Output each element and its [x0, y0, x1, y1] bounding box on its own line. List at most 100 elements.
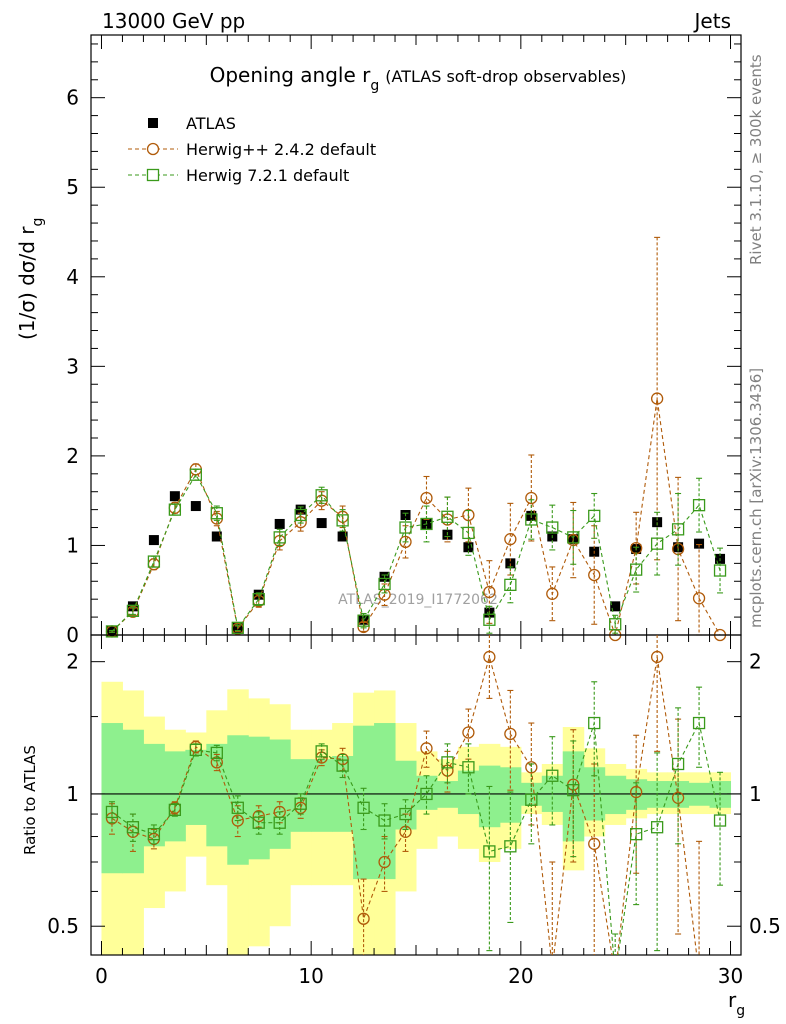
ratio-axes: 0.5 0.51 12 20 10 20 30 [47, 634, 781, 988]
legend-marker-herwigpp [146, 142, 160, 156]
data-point-atlas [316, 518, 327, 529]
data-point-herwig-7-2-1-default [399, 807, 412, 821]
data-point-herwig-7-2-1-default [462, 526, 475, 540]
data-point-herwig-7-2-1-default [231, 801, 244, 814]
data-point-herwig-7-2-1-default [483, 613, 496, 626]
data-point-herwig-7-2-1-default [252, 593, 265, 606]
ratio-band-inner [604, 775, 627, 815]
data-point-herwig-7-2-1-default [126, 604, 140, 617]
ratio-band-inner [248, 736, 270, 860]
rivet-version-label: Rivet 3.1.10, ≥ 300k events [747, 54, 765, 265]
data-point-atlas [169, 491, 180, 502]
data-point-herwig-7-2-1-default [713, 814, 727, 827]
data-point-herwig-7-2-1-default [336, 514, 349, 527]
data-point-herwig-7-2-1-default [378, 577, 391, 591]
ratio-band-inner [478, 765, 501, 828]
legend-label-herwigpp: Herwig++ 2.4.2 default [186, 140, 376, 159]
data-point-herwig-7-2-1-default [105, 625, 119, 638]
data-point-herwig-7-2-1-default [567, 531, 580, 544]
y-tick-label: 1 [66, 533, 79, 557]
data-point-herwig-2-4-2-default [483, 650, 496, 664]
legend-label-atlas: ATLAS [186, 114, 236, 133]
y-tick-label: 3 [66, 354, 79, 378]
data-point-herwig-7-2-1-default [630, 828, 643, 841]
data-point-herwig-7-2-1-default [671, 523, 685, 536]
data-point-herwig-2-4-2-default [462, 508, 475, 522]
ratio-band-inner [311, 759, 333, 832]
data-point-atlas [274, 518, 285, 529]
y-tick-label: 5 [66, 175, 79, 199]
data-point-herwig-7-2-1-default [294, 797, 307, 810]
data-point-atlas [652, 517, 663, 528]
series-line-herwig-2-4-2-default [111, 398, 721, 635]
data-point-atlas [190, 501, 201, 512]
data-point-herwig-7-2-1-default [671, 757, 685, 771]
data-point-herwig-7-2-1-default [650, 821, 664, 834]
x-axis-title: rg [728, 988, 745, 1019]
data-point-herwig-7-2-1-default [231, 621, 244, 634]
ratio-y-axis-title: Ratio to ATLAS [21, 745, 39, 855]
data-point-herwig-7-2-1-default [252, 816, 265, 829]
data-point-herwig-7-2-1-default [630, 563, 643, 576]
data-point-herwig-7-2-1-default [315, 745, 328, 758]
data-point-herwig-2-4-2-default [525, 761, 538, 774]
data-point-herwig-7-2-1-default [189, 468, 202, 481]
ratio-band-inner [101, 723, 123, 874]
data-point-herwig-7-2-1-default [147, 828, 161, 841]
data-point-herwig-7-2-1-default [357, 801, 370, 814]
data-point-herwig-7-2-1-default [168, 503, 182, 516]
y-tick-label: 0.5 [47, 914, 79, 938]
data-point-herwig-7-2-1-default [189, 743, 202, 756]
data-point-herwig-7-2-1-default [692, 716, 706, 730]
data-point-herwig-7-2-1-default [441, 510, 454, 523]
data-point-herwig-2-4-2-default [483, 585, 496, 599]
data-point-herwig-2-4-2-default [504, 533, 517, 546]
legend-marker-herwig7 [146, 168, 160, 182]
data-point-herwig-2-4-2-default [588, 568, 601, 582]
main-y-axis-title: (1/σ) dσ/d rg [15, 218, 46, 340]
header-right: Jets [693, 9, 731, 33]
ratio-band-inner [164, 751, 186, 842]
y-tick-label: 0 [66, 623, 79, 647]
data-point-herwig-7-2-1-default [609, 618, 622, 631]
data-point-atlas [610, 601, 621, 612]
data-point-herwig-7-2-1-default [210, 507, 223, 520]
data-point-herwig-7-2-1-default [588, 509, 601, 523]
data-point-herwig-7-2-1-default [441, 756, 454, 769]
data-point-herwig-7-2-1-default [525, 513, 538, 526]
data-point-herwig-2-4-2-default [315, 751, 328, 764]
data-point-herwig-7-2-1-default [168, 803, 182, 817]
ratio-band-inner [206, 743, 228, 847]
data-point-herwig-7-2-1-default [483, 845, 496, 858]
analysis-watermark: ATLAS_2019_I1772062 [338, 592, 498, 608]
data-point-herwig-7-2-1-default [315, 489, 328, 502]
ratio-band-inner [122, 729, 144, 874]
main-data-marks [105, 236, 727, 642]
data-point-herwig-7-2-1-default [692, 498, 706, 512]
legend-marker-atlas [148, 118, 158, 128]
x-tick-label: 0 [95, 964, 108, 988]
data-point-herwig-7-2-1-default [210, 746, 223, 760]
data-point-herwig-2-4-2-default [378, 855, 391, 869]
ratio-band-inner [185, 749, 207, 825]
ratio-band-inner [457, 770, 480, 815]
x-tick-label: 10 [298, 964, 323, 988]
data-point-atlas [211, 531, 222, 542]
data-point-herwig-7-2-1-default [462, 761, 475, 774]
data-point-herwig-7-2-1-default [650, 537, 664, 550]
data-point-herwig-7-2-1-default [713, 564, 727, 577]
data-point-herwig-2-4-2-default [420, 491, 433, 505]
y-tick-label-right: 2 [749, 650, 762, 674]
data-point-herwig-7-2-1-default [504, 840, 517, 853]
data-point-herwig-7-2-1-default [357, 614, 370, 627]
series-line-herwig-7-2-1-default [111, 721, 721, 955]
data-point-herwig-2-4-2-default [546, 587, 559, 600]
data-point-herwig-7-2-1-default [147, 555, 161, 568]
y-tick-label: 6 [66, 86, 79, 110]
main-title: Opening angle rg (ATLAS soft-drop observa… [210, 63, 627, 94]
data-point-herwig-2-4-2-default [420, 742, 433, 755]
data-point-herwig-2-4-2-default [462, 726, 475, 739]
legend-label-herwig7: Herwig 7.2.1 default [186, 166, 349, 185]
data-point-herwig-2-4-2-default [650, 650, 664, 664]
